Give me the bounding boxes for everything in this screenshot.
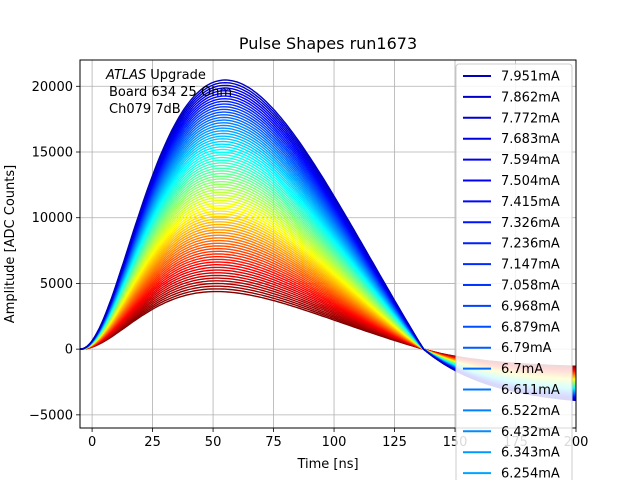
- y-axis-ticks: −5000 0 5000 10000 15000 20000: [29, 80, 80, 423]
- y-axis-label: Amplitude [ADC Counts]: [3, 165, 18, 323]
- annotation-atlas: ATLAS: [105, 68, 146, 83]
- legend-label: 7.058mA: [501, 279, 560, 294]
- legend-item: 7.236mA: [463, 237, 560, 252]
- legend-box: [455, 63, 573, 480]
- legend-label: 7.147mA: [501, 258, 560, 273]
- legend-item: 7.951mA: [463, 70, 560, 85]
- y-tick-label: 0: [65, 343, 73, 358]
- y-tick-label: 15000: [32, 146, 73, 161]
- legend-label: 6.343mA: [501, 446, 560, 461]
- annotation-upgrade: Upgrade: [150, 68, 206, 83]
- x-tick-label: 25: [144, 435, 161, 450]
- x-tick-label: 125: [382, 435, 407, 450]
- x-tick-label: 50: [205, 435, 222, 450]
- x-tick-label: 100: [322, 435, 347, 450]
- legend: 7.951mA 7.862mA 7.772mA 7.683mA 7.594mA 7.504…: [455, 63, 573, 480]
- atlas-annotation: ATLAS Upgrade Board 634 25 Ohm Ch079 7dB: [105, 68, 232, 117]
- annotation-line-1: ATLAS Upgrade: [105, 68, 206, 83]
- x-tick-label: 0: [88, 435, 96, 450]
- legend-item: 7.772mA: [463, 111, 560, 126]
- legend-item: 6.79mA: [463, 341, 552, 356]
- chart-title: Pulse Shapes run1673: [239, 34, 417, 53]
- legend-label: 7.326mA: [501, 216, 560, 231]
- legend-label: 7.415mA: [501, 195, 560, 210]
- legend-item: 7.415mA: [463, 195, 560, 210]
- annotation-line-2: Board 634 25 Ohm: [109, 85, 232, 100]
- legend-label: 6.611mA: [501, 383, 560, 398]
- legend-label: 7.594mA: [501, 153, 560, 168]
- x-tick-label: 75: [265, 435, 282, 450]
- y-tick-label: 5000: [40, 277, 73, 292]
- legend-item: 6.611mA: [463, 383, 560, 398]
- legend-item: 6.432mA: [463, 425, 560, 440]
- legend-item: 7.504mA: [463, 174, 560, 189]
- legend-item: 6.522mA: [463, 404, 560, 419]
- legend-item: 6.968mA: [463, 299, 560, 314]
- legend-item: 7.326mA: [463, 216, 560, 231]
- annotation-line-3: Ch079 7dB: [109, 102, 181, 117]
- legend-label: 6.432mA: [501, 425, 560, 440]
- legend-label: 6.968mA: [501, 299, 560, 314]
- legend-label: 7.683mA: [501, 132, 560, 147]
- legend-item: 6.7mA: [463, 362, 543, 377]
- legend-label: 6.254mA: [501, 467, 560, 480]
- legend-item: 7.594mA: [463, 153, 560, 168]
- legend-item: 7.058mA: [463, 279, 560, 294]
- legend-item: 6.343mA: [463, 446, 560, 461]
- legend-label: 6.7mA: [501, 362, 543, 377]
- y-tick-label: 10000: [32, 211, 73, 226]
- plot-frame: [79, 59, 577, 429]
- legend-label: 7.504mA: [501, 174, 560, 189]
- legend-label: 6.879mA: [501, 320, 560, 335]
- legend-label: 7.862mA: [501, 90, 560, 105]
- legend-item: 7.862mA: [463, 90, 560, 105]
- legend-item: 6.254mA: [463, 467, 560, 480]
- legend-label: 7.951mA: [501, 70, 560, 85]
- legend-item: 7.147mA: [463, 258, 560, 273]
- legend-label: 7.236mA: [501, 237, 560, 252]
- legend-label: 6.79mA: [501, 341, 552, 356]
- legend-label: 7.772mA: [501, 111, 560, 126]
- y-tick-label: −5000: [29, 408, 73, 423]
- legend-item: 6.879mA: [463, 320, 560, 335]
- x-axis-label: Time [ns]: [296, 457, 358, 472]
- legend-label: 6.522mA: [501, 404, 560, 419]
- legend-item: 7.683mA: [463, 132, 560, 147]
- y-tick-label: 20000: [32, 80, 73, 95]
